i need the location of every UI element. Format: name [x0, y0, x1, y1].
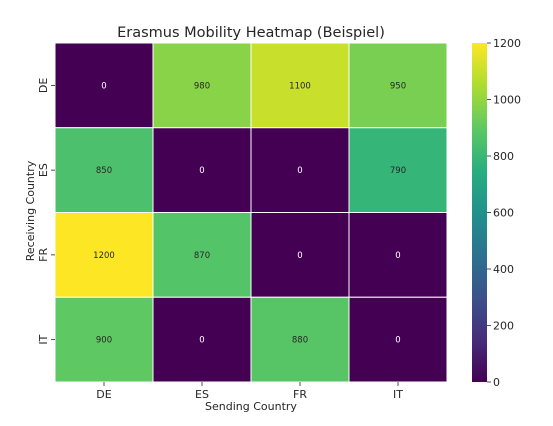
y-tick-label: DE	[37, 78, 50, 93]
cell-value-label: 0	[297, 166, 302, 176]
y-axis-label: Receiving Country	[24, 160, 37, 261]
x-tick-label: DE	[96, 388, 111, 401]
cell-value-label: 900	[96, 336, 112, 346]
colorbar: 0 200 400 600 800 1000 1200	[472, 37, 521, 389]
cell-value-label: 880	[292, 336, 308, 346]
colorbar-gradient	[472, 43, 487, 382]
cell-value-label: 790	[390, 166, 406, 176]
cell-value-label: 1100	[289, 81, 311, 91]
heatmap-cells: 0 980 1100 950 850 0 0 790 1200 870 0 0 900 0 880 0	[55, 43, 447, 382]
cell-value-label: 0	[297, 251, 302, 261]
cell-value-label: 850	[96, 166, 112, 176]
colorbar-tick-label: 1000	[493, 94, 521, 107]
colorbar-tick-label: 800	[493, 150, 514, 163]
x-axis: DE ES FR IT	[96, 382, 403, 401]
y-tick-label: IT	[37, 334, 50, 344]
colorbar-tick-label: 0	[493, 376, 500, 389]
cell-value-label: 0	[199, 336, 204, 346]
cell-value-label: 980	[194, 81, 210, 91]
cell-value-label: 1200	[93, 251, 115, 261]
cell-value-label: 0	[395, 251, 400, 261]
chart-title: Erasmus Mobility Heatmap (Beispiel)	[117, 25, 385, 41]
cell-value-label: 950	[390, 81, 406, 91]
colorbar-tick-label: 200	[493, 320, 514, 333]
x-axis-label: Sending Country	[205, 400, 297, 413]
colorbar-tick-label: 600	[493, 207, 514, 220]
y-tick-label: FR	[37, 248, 50, 262]
colorbar-tick-label: 400	[493, 263, 514, 276]
cell-value-label: 0	[101, 81, 106, 91]
y-axis: DE ES FR IT	[37, 78, 55, 345]
x-tick-label: IT	[393, 388, 403, 401]
cell-value-label: 0	[395, 336, 400, 346]
y-tick-label: ES	[37, 163, 50, 177]
colorbar-tick-label: 1200	[493, 37, 521, 50]
cell-value-label: 870	[194, 251, 210, 261]
cell-value-label: 0	[199, 166, 204, 176]
